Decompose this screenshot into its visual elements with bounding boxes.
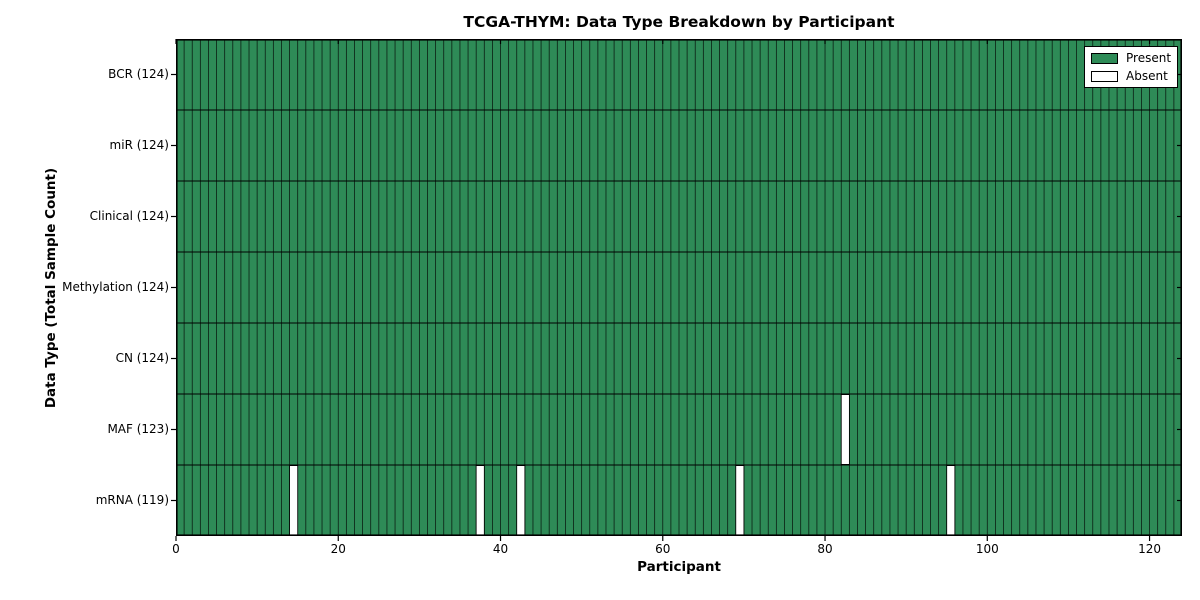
x-axis-label: Participant xyxy=(637,559,721,575)
row-label-mir: miR (124) xyxy=(109,137,169,152)
x-tick-label-60: 60 xyxy=(655,542,671,556)
plot-area xyxy=(171,39,1183,541)
x-tick-label-80: 80 xyxy=(817,542,833,556)
x-tick-label-20: 20 xyxy=(330,542,346,556)
chart-title: TCGA-THYM: Data Type Breakdown by Partic… xyxy=(463,13,895,31)
row-label-mrna: mRNA (119) xyxy=(95,492,169,507)
heatmap-grid xyxy=(171,39,1183,541)
row-label-methylation: Methylation (124) xyxy=(62,279,169,294)
x-tick-label-120: 120 xyxy=(1138,542,1161,556)
row-label-clinical: Clinical (124) xyxy=(89,208,169,223)
row-label-maf: MAF (123) xyxy=(107,421,169,436)
row-label-bcr: BCR (124) xyxy=(108,66,169,81)
legend-label-absent: Absent xyxy=(1126,69,1168,83)
legend: Present Absent xyxy=(1084,46,1178,88)
legend-entry-absent: Absent xyxy=(1091,69,1171,83)
x-tick-label-100: 100 xyxy=(975,542,999,556)
absent-swatch-icon xyxy=(1091,70,1118,82)
legend-entry-present: Present xyxy=(1091,51,1171,65)
x-tick-label-40: 40 xyxy=(492,542,509,556)
x-tick-label-0: 0 xyxy=(172,542,180,556)
present-swatch-icon xyxy=(1091,52,1118,64)
row-label-cn: CN (124) xyxy=(115,350,169,365)
legend-label-present: Present xyxy=(1126,51,1172,65)
